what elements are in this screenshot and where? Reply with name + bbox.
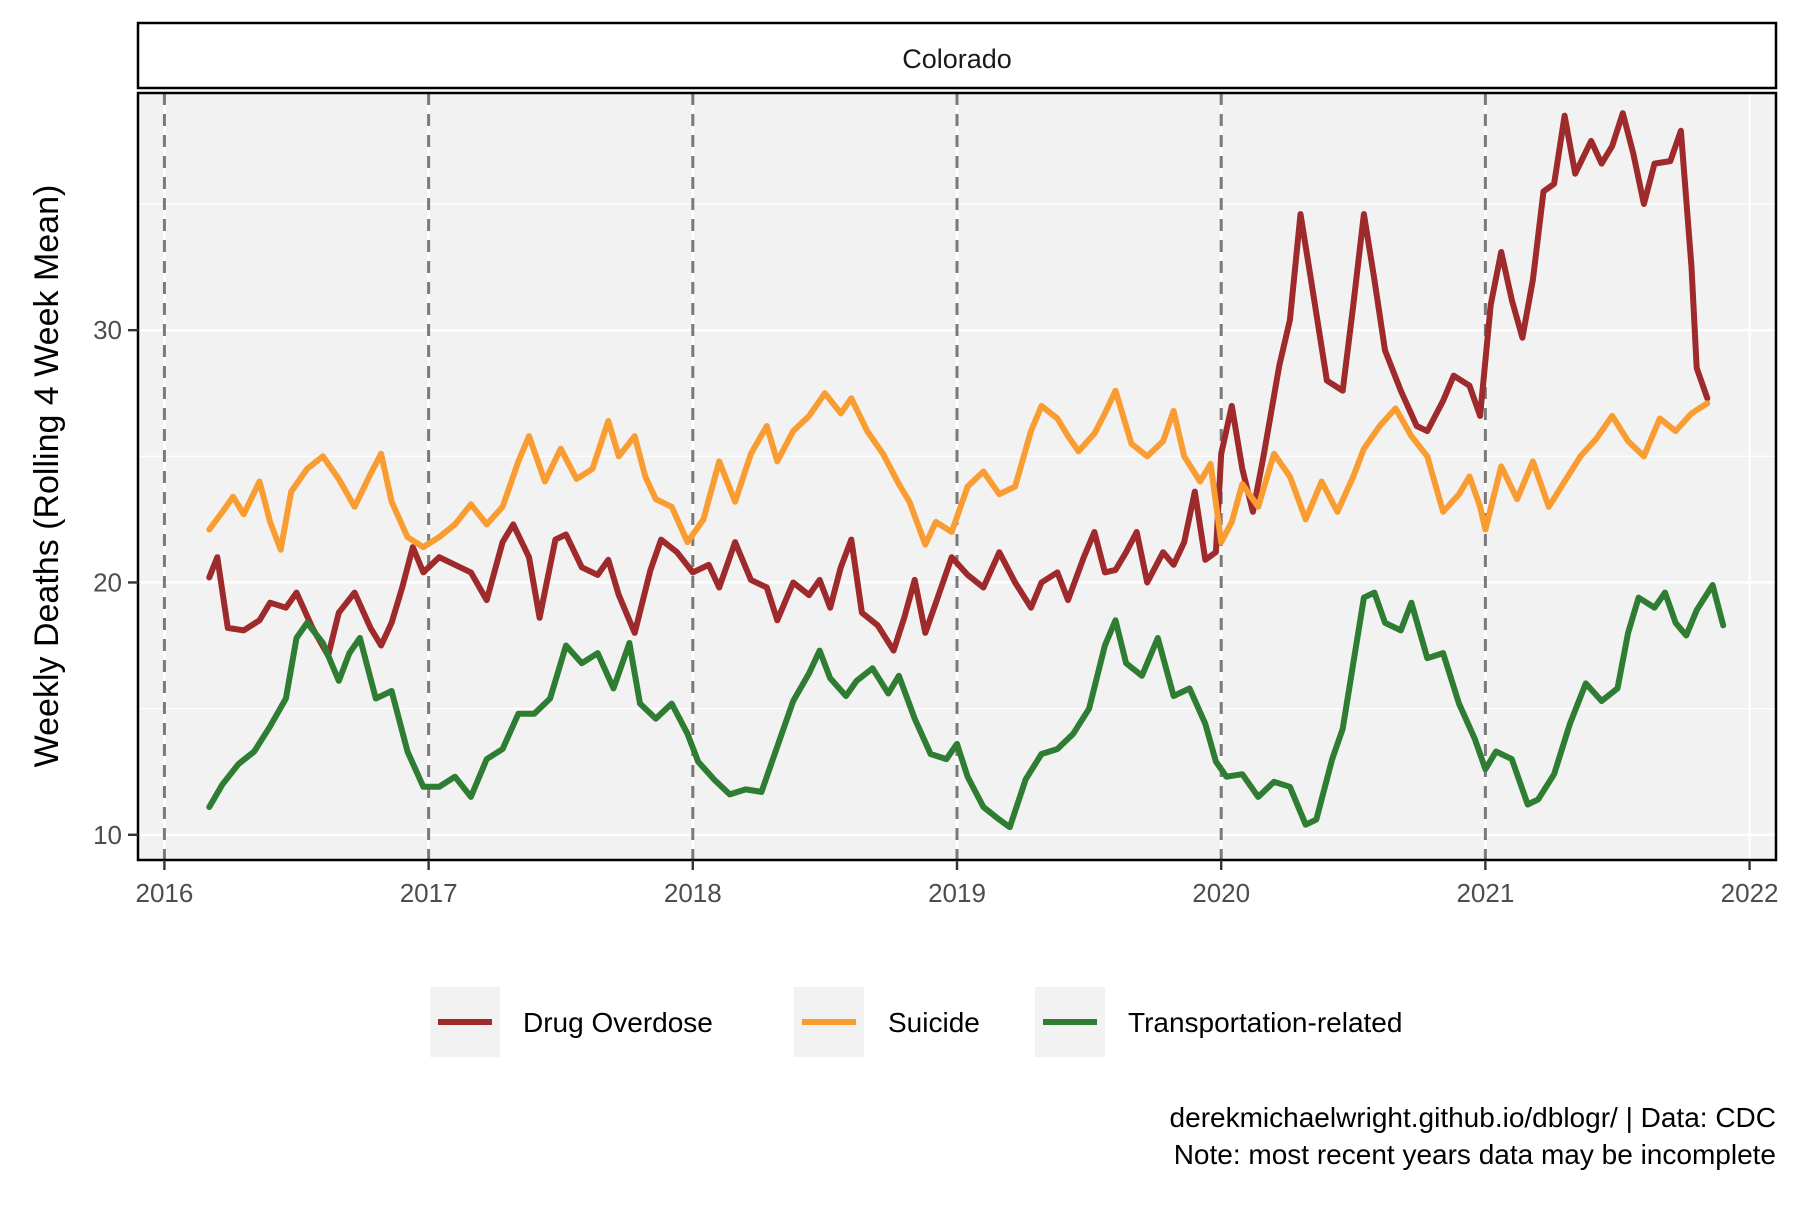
series-line-suicide: [206, 387, 1711, 553]
series-line-transportation-related: [206, 582, 1727, 831]
y-axis: 10 20 30: [93, 315, 138, 850]
caption-line-2: Note: most recent years data may be inco…: [1174, 1139, 1776, 1170]
x-tick-label: 2016: [135, 878, 193, 908]
x-tick-label: 2021: [1456, 878, 1514, 908]
facet-label: Colorado: [902, 44, 1012, 74]
legend-item-transportation-related: Transportation-related: [1035, 987, 1402, 1057]
series-line-drug-overdose: [206, 110, 1711, 659]
legend: Drug Overdose Suicide Transportation-relat…: [430, 987, 1402, 1057]
series-lines: [206, 110, 1727, 831]
caption: derekmichaelwright.github.io/dblogr/ | D…: [1170, 1102, 1776, 1170]
y-axis-title: Weekly Deaths (Rolling 4 Week Mean): [28, 185, 66, 768]
caption-line-1: derekmichaelwright.github.io/dblogr/ | D…: [1170, 1102, 1776, 1133]
legend-label: Transportation-related: [1128, 1007, 1402, 1038]
facet-strip: Colorado: [136, 21, 1778, 90]
facet-strip-box: [136, 21, 1778, 90]
x-tick-label: 2022: [1721, 878, 1779, 908]
x-tick-label: 2017: [400, 878, 458, 908]
legend-label: Suicide: [888, 1007, 980, 1038]
legend-item-suicide: Suicide: [794, 987, 980, 1057]
x-tick-label: 2019: [928, 878, 986, 908]
x-tick-label: 2020: [1192, 878, 1250, 908]
x-tick-label: 2018: [664, 878, 722, 908]
x-axis: 2016 2017 2018 2019 2020 2021 2022: [135, 860, 1779, 908]
y-tick-label: 10: [93, 820, 122, 850]
legend-label: Drug Overdose: [523, 1007, 713, 1038]
legend-item-drug-overdose: Drug Overdose: [430, 987, 713, 1057]
y-tick-label: 30: [93, 315, 122, 345]
y-tick-label: 20: [93, 567, 122, 597]
